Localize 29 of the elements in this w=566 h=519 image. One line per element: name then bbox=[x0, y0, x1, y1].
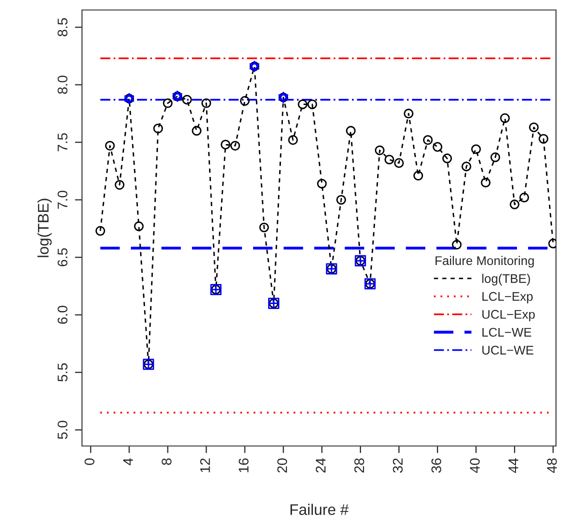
y-tick-label: 8.0 bbox=[58, 76, 68, 94]
legend-label: LCL−WE bbox=[482, 328, 532, 337]
legend-title: Failure Monitoring bbox=[436, 256, 534, 268]
x-tick-label: 8 bbox=[162, 458, 172, 465]
legend-label: UCL−Exp bbox=[482, 310, 535, 322]
legend-label: UCL−WE bbox=[482, 346, 534, 355]
x-tick-label: 24 bbox=[316, 458, 326, 473]
x-tick-label: 36 bbox=[431, 458, 442, 473]
x-tick-label: 20 bbox=[277, 458, 288, 473]
x-tick-label: 0 bbox=[84, 458, 94, 465]
x-tick-label: 4 bbox=[123, 458, 133, 466]
y-tick-label: 7.5 bbox=[58, 133, 68, 152]
y-tick-label: 5.0 bbox=[58, 420, 68, 439]
x-tick-label: 28 bbox=[354, 458, 364, 473]
y-axis-title: log(TBE) bbox=[37, 198, 52, 258]
x-tick-label: 40 bbox=[470, 458, 480, 473]
y-tick-label: 6.5 bbox=[58, 248, 68, 266]
x-tick-label: 32 bbox=[392, 458, 403, 473]
legend-label: LCL−Exp bbox=[482, 292, 533, 304]
x-tick-label: 48 bbox=[547, 458, 557, 473]
y-tick-label: 7.0 bbox=[58, 190, 68, 209]
y-tick-label: 6.0 bbox=[58, 306, 68, 324]
x-tick-label: 12 bbox=[200, 458, 210, 472]
legend-label: log(TBE) bbox=[482, 274, 530, 286]
y-tick-label: 8.5 bbox=[58, 18, 68, 36]
x-axis-title: Failure # bbox=[290, 504, 349, 516]
y-tick-label: 5.5 bbox=[58, 363, 68, 382]
x-tick-label: 16 bbox=[238, 458, 249, 472]
x-tick-label: 44 bbox=[508, 458, 518, 473]
